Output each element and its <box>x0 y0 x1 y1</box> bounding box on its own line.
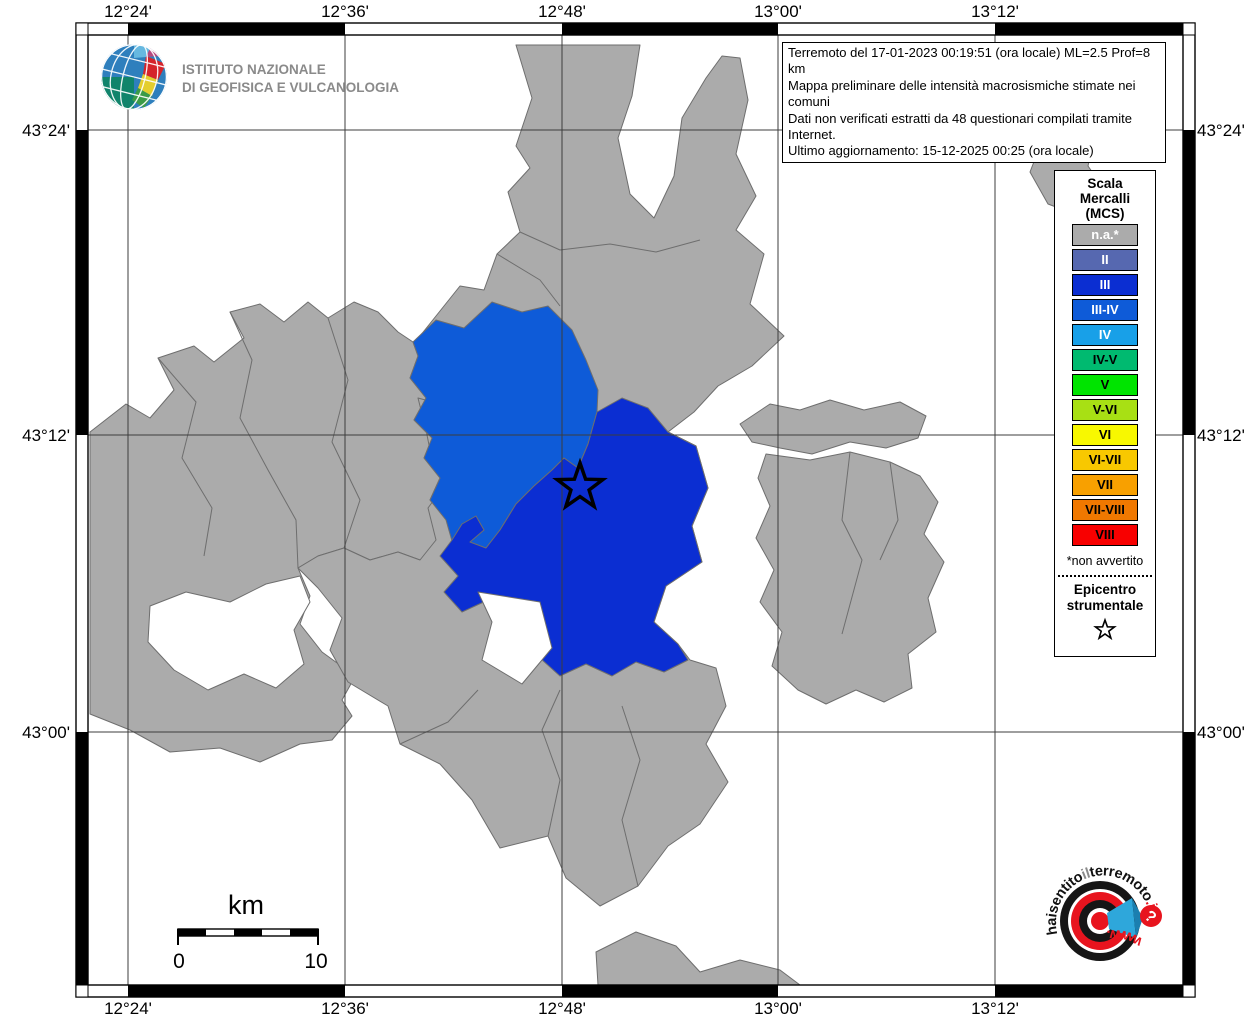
legend-swatch-viii: VIII <box>1072 524 1138 546</box>
ingv-name-line1: ISTITUTO NAZIONALE <box>182 62 326 77</box>
graticule <box>88 35 1183 985</box>
legend-swatch-v-vi: V-VI <box>1072 399 1138 421</box>
axis-label-bottom-4: 13°00' <box>754 999 802 1018</box>
legend-epicenter-star-icon <box>1093 617 1117 641</box>
legend-swatch-na: n.a.* <box>1072 224 1138 246</box>
legend-swatch-vii: VII <box>1072 474 1138 496</box>
ingv-globe-icon <box>101 44 167 110</box>
legend-title-line3: (MCS) <box>1085 206 1125 221</box>
legend-swatch-iv: IV <box>1072 324 1138 346</box>
legend-epicenter-line2: strumentale <box>1066 598 1144 613</box>
axis-label-bottom-2: 12°36' <box>321 999 369 1018</box>
legend-title-line1: Scala <box>1087 176 1123 191</box>
info-line-event: Terremoto del 17-01-2023 00:19:51 (ora l… <box>788 45 1151 77</box>
ingv-logo: ISTITUTO NAZIONALE DI GEOFISICA E VULCAN… <box>101 44 399 110</box>
axis-label-bottom-1: 12°24' <box>104 999 152 1018</box>
legend-swatch-vi-vii: VI-VII <box>1072 449 1138 471</box>
legend-swatch-ii: II <box>1072 249 1138 271</box>
scale-bar-end: 10 <box>304 950 327 973</box>
axis-label-top-2: 12°36' <box>321 2 369 21</box>
legend-swatch-v: V <box>1072 374 1138 396</box>
legend-epicenter-line1: Epicentro <box>1073 582 1137 597</box>
axis-label-left-3: 43°00' <box>22 723 70 742</box>
legend-swatch-vi: VI <box>1072 424 1138 446</box>
scale-bar-unit: km <box>228 890 264 920</box>
megaphone-icon <box>1107 898 1136 938</box>
info-line-update: Ultimo aggiornamento: 15-12-2025 00:25 (… <box>788 143 1094 159</box>
axis-label-top-3: 12°48' <box>538 2 586 21</box>
legend-divider <box>1058 575 1152 577</box>
axis-label-top-4: 13°00' <box>754 2 802 21</box>
question-badge <box>1140 905 1162 927</box>
axis-label-left-2: 43°12' <box>22 426 70 445</box>
epicenter-star-marker <box>552 457 608 511</box>
municipal-boundaries <box>157 231 899 887</box>
legend-swatch-iv-v: IV-V <box>1072 349 1138 371</box>
earthquake-info-box: Terremoto del 17-01-2023 00:19:51 (ora l… <box>782 42 1166 163</box>
enclave-south <box>477 591 553 685</box>
enclave-west <box>147 575 311 691</box>
axis-label-left-1: 43°24' <box>22 121 70 140</box>
info-line-map: Mappa preliminare delle intensità macros… <box>788 77 1136 110</box>
legend-title-line2: Mercalli <box>1079 191 1131 206</box>
map-land-layer <box>89 44 1107 985</box>
legend-swatch-iii-iv: III-IV <box>1072 299 1138 321</box>
scale-bar-start: 0 <box>173 950 185 973</box>
axis-label-right-2: 43°12' <box>1197 426 1245 445</box>
axis-label-bottom-3: 12°48' <box>538 999 586 1018</box>
mercalli-legend: Scala Mercalli (MCS) n.a.* II III III-IV… <box>1054 170 1156 657</box>
legend-footnote: *non avvertito <box>1066 554 1144 568</box>
region-bottom-land <box>595 931 801 985</box>
ingv-name-line2: DI GEOFISICA E VULCANOLOGIA <box>182 80 399 95</box>
axis-label-top-1: 12°24' <box>104 2 152 21</box>
axis-label-bottom-5: 13°12' <box>971 999 1019 1018</box>
axis-label-right-3: 43°00' <box>1197 723 1245 742</box>
map-frame <box>75 22 1196 998</box>
info-line-data: Dati non verificati estratti da 48 quest… <box>788 110 1132 143</box>
axis-label-right-1: 43°24' <box>1197 121 1245 140</box>
region-east-strip <box>739 399 927 455</box>
legend-swatch-iii: III <box>1072 274 1138 296</box>
legend-swatch-vii-viii: VII-VIII <box>1072 499 1138 521</box>
axis-label-top-5: 13°12' <box>971 2 1019 21</box>
scale-bar: km 0 10 <box>173 890 328 973</box>
